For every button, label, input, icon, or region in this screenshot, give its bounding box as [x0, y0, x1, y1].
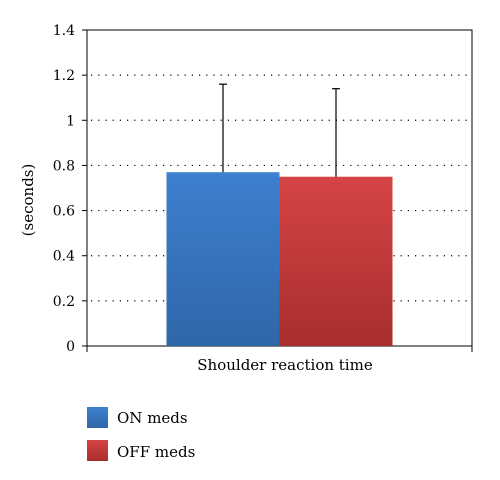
bar-off-meds: [279, 176, 393, 346]
y-tick-label: 0: [66, 339, 75, 355]
bars: [166, 172, 393, 346]
legend-label-off-meds: OFF meds: [117, 443, 195, 461]
y-tick-label: 1: [66, 113, 75, 129]
y-tick-label: 0.8: [53, 158, 75, 174]
y-tick-label: 0.6: [53, 204, 75, 220]
y-tick-label: 1.4: [53, 23, 75, 39]
error-bars: [219, 83, 340, 177]
y-tick-label: 0.2: [53, 294, 75, 310]
legend-swatch-off-meds: [87, 440, 108, 461]
x-category-label: Shoulder reaction time: [197, 356, 373, 374]
legend-swatch-on-meds: [87, 407, 108, 428]
legend-label-on-meds: ON meds: [117, 409, 188, 427]
bar-on-meds: [166, 172, 280, 346]
y-tick-label: 0.4: [53, 249, 75, 265]
legend: ON meds OFF meds: [87, 407, 195, 461]
plot-area: 0 0.2 0.4 0.6 0.8 1 1.2 1.4: [53, 23, 473, 355]
y-axis-title: (seconds): [19, 164, 37, 237]
y-axis-ticks: 0 0.2 0.4 0.6 0.8 1 1.2 1.4: [53, 23, 473, 355]
y-tick-label: 1.2: [53, 68, 75, 84]
